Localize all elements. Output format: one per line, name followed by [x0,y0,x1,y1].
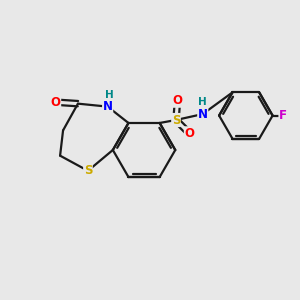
Text: S: S [84,164,92,177]
Text: O: O [51,96,61,109]
Text: S: S [172,113,180,127]
Text: H: H [198,97,206,107]
Text: N: N [103,100,112,113]
Text: N: N [198,108,208,121]
Text: H: H [105,90,113,100]
Text: F: F [279,109,287,122]
Text: O: O [172,94,182,107]
Text: O: O [184,127,194,140]
